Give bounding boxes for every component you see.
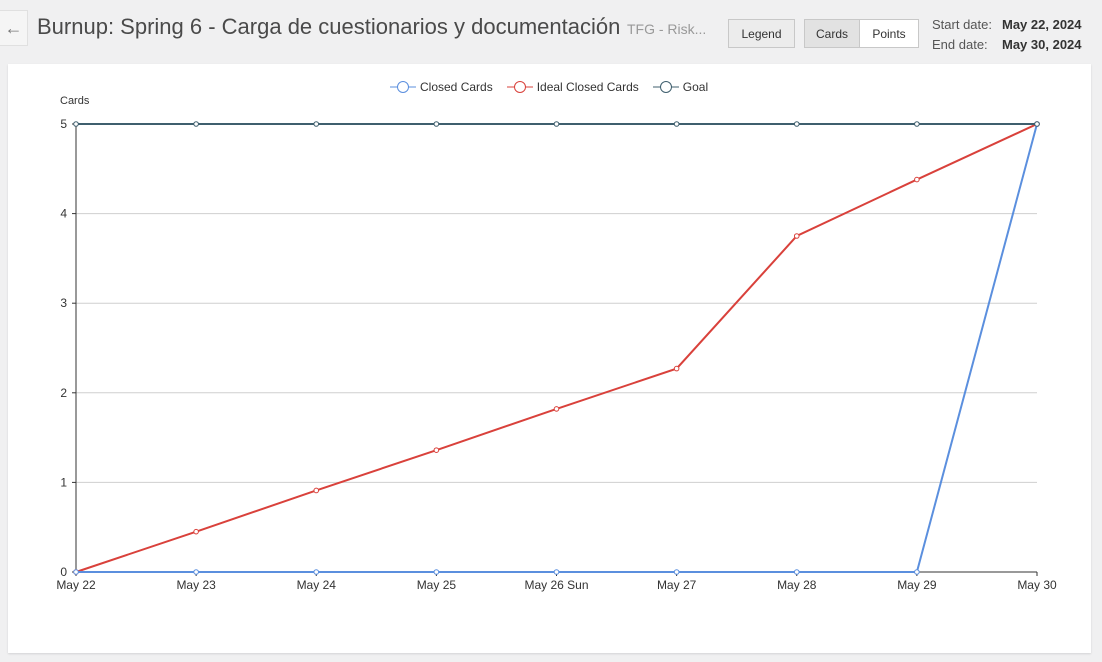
closed-cards-point — [793, 569, 800, 575]
x-tick-label: May 26 Sun — [524, 578, 588, 592]
goal-point — [673, 121, 680, 127]
goal-point — [1034, 121, 1040, 127]
goal-point — [313, 121, 320, 127]
legend-marker-icon — [652, 81, 679, 93]
x-tick-label: May 30 — [1017, 578, 1057, 592]
x-tick-label: May 24 — [297, 578, 337, 592]
legend-item-goal[interactable]: Goal — [652, 80, 709, 94]
x-tick-label: May 28 — [777, 578, 817, 592]
closed-cards-point — [673, 569, 680, 575]
ideal-closed-cards-point — [433, 447, 440, 453]
x-tick-label: May 25 — [417, 578, 457, 592]
closed-cards-point — [914, 569, 920, 575]
goal-point — [793, 121, 800, 127]
x-tick-label: May 23 — [176, 578, 216, 592]
legend-label: Ideal Closed Cards — [536, 80, 639, 94]
y-tick-label: 0 — [60, 565, 67, 579]
back-button[interactable]: ← — [0, 10, 28, 46]
y-axis-title: Cards — [60, 95, 90, 107]
board-subtitle: TFG - Risk... — [627, 21, 707, 37]
cards-toggle-button[interactable]: Cards — [804, 19, 860, 48]
legend-label: Goal — [682, 80, 709, 94]
legend-button[interactable]: Legend — [728, 19, 795, 48]
chart-panel — [8, 64, 1091, 653]
y-tick-label: 4 — [60, 207, 67, 221]
arrow-left-icon: ← — [4, 17, 23, 38]
ideal-closed-cards-point — [193, 528, 199, 535]
y-tick-label: 1 — [60, 475, 67, 489]
legend-marker-icon — [506, 81, 533, 93]
goal-point — [433, 121, 440, 127]
closed-cards-point — [313, 569, 320, 575]
ideal-closed-cards-point — [313, 487, 320, 494]
ideal-closed-cards-line — [75, 123, 1038, 573]
points-toggle-button[interactable]: Points — [859, 19, 919, 48]
legend-label: Closed Cards — [420, 80, 493, 94]
legend-item-ideal-closed-cards[interactable]: Ideal Closed Cards — [506, 80, 639, 94]
y-tick-label: 3 — [60, 296, 67, 310]
ideal-closed-cards-point — [553, 406, 560, 412]
y-tick-label: 2 — [60, 386, 67, 400]
ideal-closed-cards-point — [793, 233, 800, 239]
x-tick-label: May 29 — [897, 578, 937, 592]
page-title: Burnup: Spring 6 - Carga de cuestionario… — [37, 14, 621, 39]
ideal-closed-cards-point — [673, 365, 680, 372]
legend-marker-icon — [390, 81, 416, 93]
closed-cards-point — [73, 569, 79, 575]
date-range: Start date: May 22, 2024 End date: May 3… — [932, 15, 1082, 55]
end-date-value: May 30, 2024 — [1002, 37, 1082, 52]
legend-item-closed-cards[interactable]: Closed Cards — [390, 80, 493, 94]
chart-legend: Closed Cards Ideal Closed Cards Goal — [390, 80, 708, 94]
goal-point — [193, 121, 199, 127]
goal-point — [553, 121, 560, 127]
end-date-label: End date: — [932, 37, 988, 52]
x-tick-label: May 22 — [56, 578, 96, 592]
ideal-closed-cards-point — [914, 176, 920, 183]
closed-cards-point — [553, 569, 560, 575]
start-date-label: Start date: — [932, 17, 992, 32]
x-tick-label: May 27 — [657, 578, 697, 592]
closed-cards-point — [433, 569, 440, 575]
closed-cards-point — [193, 569, 199, 575]
goal-point — [73, 121, 79, 127]
start-date-value: May 22, 2024 — [1002, 17, 1082, 32]
y-tick-label: 5 — [60, 117, 67, 131]
goal-point — [914, 121, 920, 127]
